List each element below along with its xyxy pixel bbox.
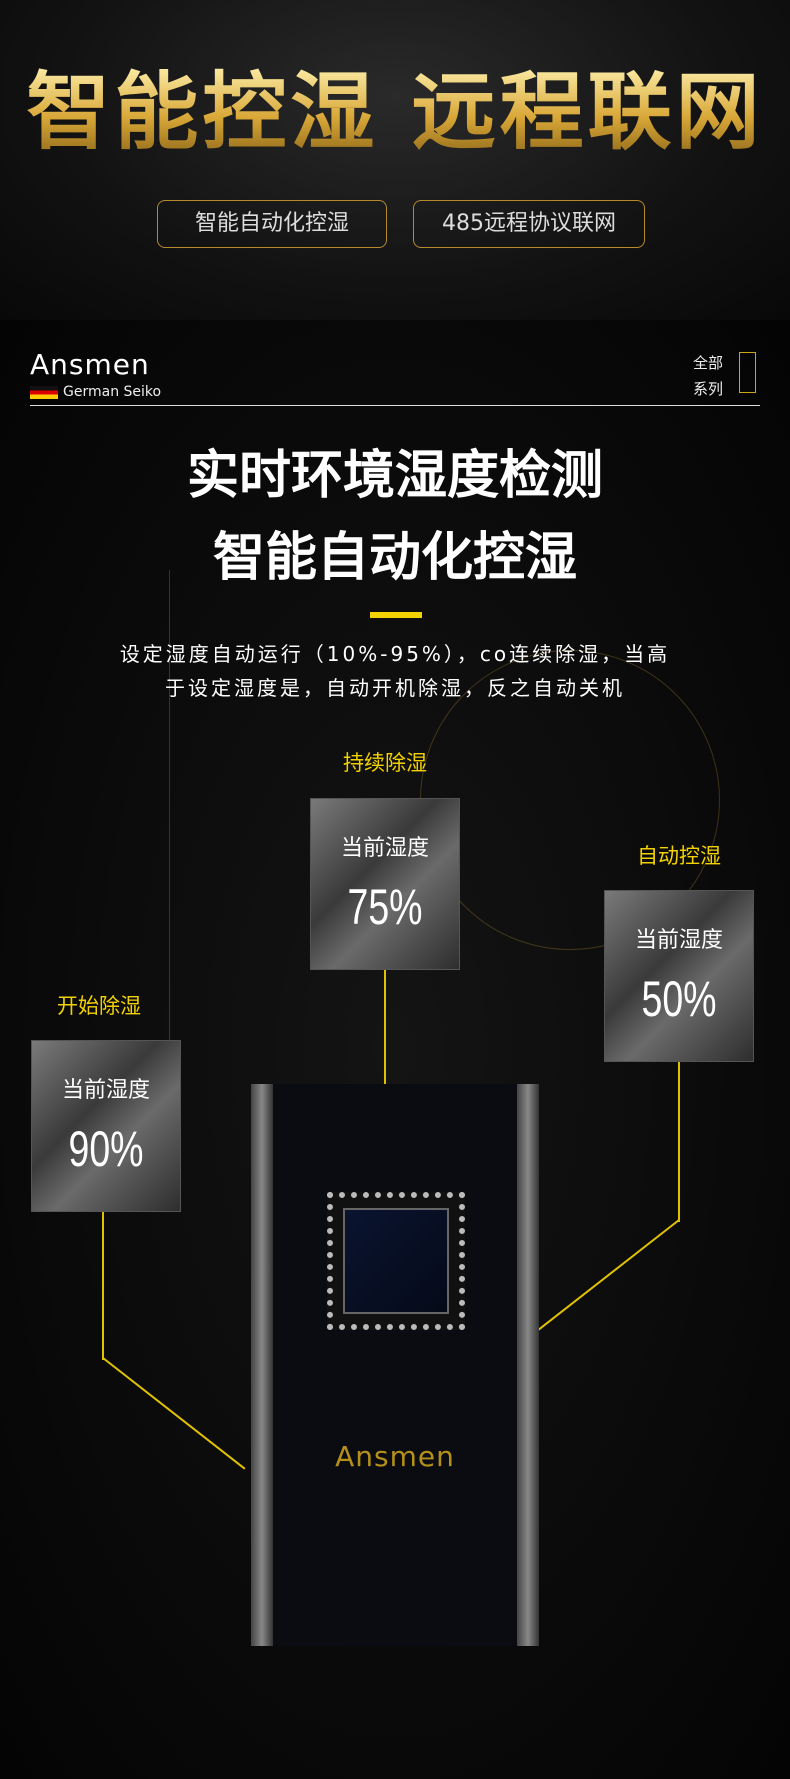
dehumidifier-device: Ansmen [251,1084,539,1646]
humidity-card: 当前湿度 50% [604,890,754,1062]
device-logo: Ansmen [335,1440,455,1473]
chip-icon [327,1192,465,1330]
card-label: 持续除湿 [343,751,427,775]
banner-title: 智能控湿 远程联网 [0,62,790,162]
card-label: 开始除湿 [57,994,141,1018]
card-label: 自动控湿 [637,844,721,868]
card-title: 当前湿度 [61,1078,150,1103]
banner: 智能控湿 远程联网 智能自动化控湿 485远程协议联网 [0,0,790,320]
circuit-decoration [10,570,170,1170]
humidity-card: 当前湿度 90% [31,1040,181,1212]
connector-line [384,970,386,1084]
description: 设定湿度自动运行（10%-95%），co连续除湿，当高 [119,642,671,666]
humidity-card: 当前湿度 75% [310,798,460,970]
divider [30,405,760,406]
all-series-link[interactable]: 全部 系列 [693,350,723,402]
feature-pill: 485远程协议联网 [413,200,645,248]
headline: 智能自动化控湿 [212,528,577,588]
device-rail [251,1084,273,1646]
german-flag-icon [30,386,58,399]
connector-line [678,1062,680,1222]
feature-pill: 智能自动化控湿 [157,200,387,248]
connector-line [102,1212,104,1360]
humidity-value: 75% [347,879,423,935]
headline: 实时环境湿度检测 [186,446,603,506]
menu-text: 系列 [693,380,724,398]
device-rail [517,1084,539,1646]
card-title: 当前湿度 [340,836,429,861]
description: 于设定湿度是，自动开机除湿，反之自动关机 [165,676,625,700]
menu-icon[interactable] [739,352,756,393]
menu-text: 全部 [693,354,724,372]
accent-bar [370,612,422,618]
brand-tagline: German Seiko [63,384,162,400]
humidity-value: 50% [641,971,717,1027]
humidity-value: 90% [68,1121,144,1177]
brand-logo[interactable]: Ansmen [30,348,150,381]
card-title: 当前湿度 [634,928,723,953]
